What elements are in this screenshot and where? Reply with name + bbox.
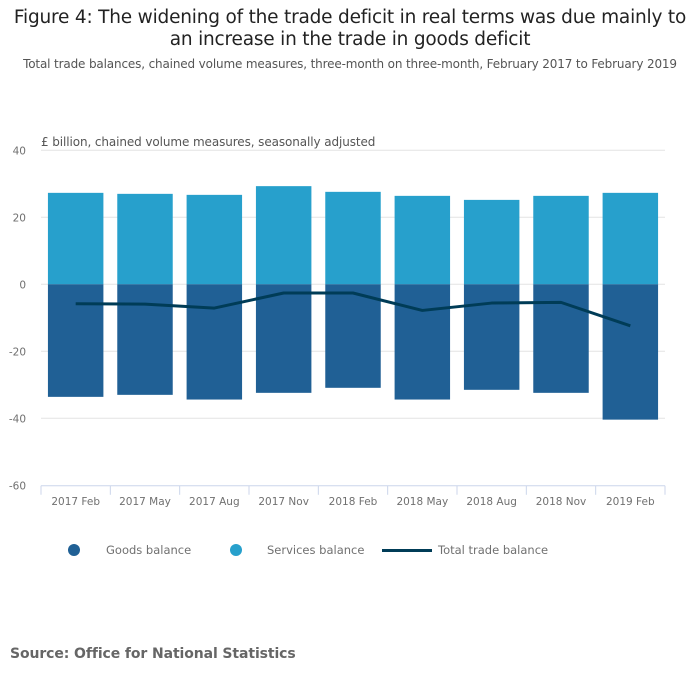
goods-bar	[325, 284, 381, 388]
x-tick-label: 2017 Nov	[258, 496, 309, 508]
goods-marker-icon	[68, 544, 80, 556]
y-axis-ticks: 40 20 0 -20 -40 -60	[9, 145, 26, 492]
services-bar	[533, 195, 589, 285]
goods-bar	[394, 284, 451, 400]
y-axis-unit-label: £ billion, chained volume measures, seas…	[41, 135, 376, 149]
goods-bar	[47, 284, 104, 397]
legend-item-services: Services balance	[230, 540, 364, 560]
y-tick-label: 0	[19, 279, 26, 291]
x-tick-label: 2017 May	[119, 496, 171, 508]
total-trade-line	[75, 291, 631, 328]
legend-label-services: Services balance	[267, 543, 365, 557]
x-axis: 2017 Feb 2017 May 2017 Aug 2017 Nov 2018 Feb…	[40, 485, 666, 508]
services-bar	[394, 195, 451, 285]
x-tick-label: 2018 Aug	[466, 496, 517, 508]
legend-item-total: Total trade balance	[382, 540, 548, 560]
goods-bar	[533, 284, 589, 393]
y-tick-label: -20	[9, 346, 26, 358]
x-tick-label: 2018 Feb	[329, 496, 378, 508]
legend: Goods balance Services balance Total tra…	[0, 540, 700, 560]
y-tick-label: 20	[13, 212, 26, 224]
services-bar	[255, 186, 312, 285]
x-tick-label: 2018 May	[396, 496, 448, 508]
goods-bar	[186, 284, 243, 400]
source-note: Source: Office for National Statistics	[10, 646, 296, 662]
y-tick-label: -60	[9, 480, 26, 492]
x-tick-label: 2019 Feb	[606, 496, 655, 508]
bars	[47, 186, 659, 420]
chart-title: Figure 4: The widening of the trade defi…	[13, 7, 687, 50]
services-bar	[463, 199, 520, 285]
x-tick-label: 2017 Feb	[51, 496, 100, 508]
services-bar	[117, 193, 173, 285]
services-bar	[47, 192, 104, 285]
services-bar	[325, 191, 381, 285]
goods-bar	[602, 284, 659, 420]
services-bar	[186, 194, 243, 285]
x-tick-label: 2018 Nov	[536, 496, 587, 508]
y-tick-label: -40	[9, 413, 26, 425]
chart-subtitle: Total trade balances, chained volume mea…	[23, 57, 677, 71]
goods-bar	[463, 284, 520, 390]
y-tick-label: 40	[13, 145, 26, 157]
x-tick-label: 2017 Aug	[189, 496, 240, 508]
legend-label-total: Total trade balance	[438, 543, 549, 557]
goods-bar	[117, 284, 173, 395]
services-marker-icon	[230, 544, 242, 556]
services-bar	[602, 192, 659, 285]
legend-label-goods: Goods balance	[106, 543, 192, 557]
goods-bar	[255, 284, 312, 393]
legend-item-goods: Goods balance	[68, 540, 191, 560]
total-line-marker-icon	[382, 548, 432, 552]
